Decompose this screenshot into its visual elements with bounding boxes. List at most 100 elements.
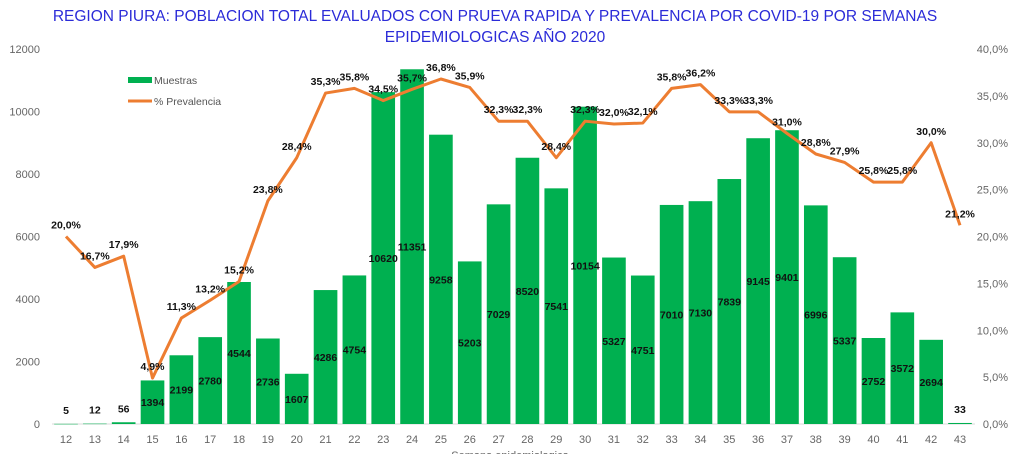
bar xyxy=(284,373,309,424)
bar xyxy=(256,338,280,424)
x-tick-label: 37 xyxy=(781,434,793,446)
legend-label-muestras: Muestras xyxy=(154,75,197,87)
y-right-tick-label: 15,0% xyxy=(977,278,1008,290)
x-tick-label: 17 xyxy=(204,434,216,446)
bar-data-label: 7130 xyxy=(689,308,713,320)
legend-label-prevalencia: % Prevalencia xyxy=(154,96,221,108)
chart-title: REGION PIURA: POBLACION TOTAL EVALUADOS … xyxy=(52,8,938,46)
x-tick-label: 43 xyxy=(954,434,966,446)
bar-data-label: 12 xyxy=(89,405,101,417)
y-left-tick-label: 10000 xyxy=(9,107,40,119)
x-tick-label: 38 xyxy=(810,434,822,446)
bar xyxy=(717,179,742,424)
bar-data-label: 5 xyxy=(63,405,69,417)
line-data-label: 35,7% xyxy=(397,72,427,84)
x-tick-label: 15 xyxy=(146,434,158,446)
x-tick-label: 19 xyxy=(262,434,274,446)
line-data-label: 25,8% xyxy=(887,165,917,177)
bar-data-label: 7010 xyxy=(660,309,684,321)
bar xyxy=(544,188,569,424)
bar xyxy=(342,275,367,424)
line-data-label: 25,8% xyxy=(859,165,889,177)
bar xyxy=(169,355,194,424)
x-tick-label: 33 xyxy=(665,434,677,446)
line-data-label: 32,3% xyxy=(484,104,514,116)
x-tick-label: 22 xyxy=(348,434,360,446)
bar xyxy=(227,282,251,424)
y-right-tick-label: 35,0% xyxy=(977,91,1008,103)
line-data-label: 27,9% xyxy=(830,145,860,157)
bar-data-label: 1607 xyxy=(285,394,309,406)
bar-data-label: 2736 xyxy=(256,376,280,388)
y-right-tick-label: 10,0% xyxy=(977,325,1008,337)
line-data-label: 28,4% xyxy=(541,141,571,153)
x-tick-label: 24 xyxy=(406,434,418,446)
bar xyxy=(371,92,396,424)
bar xyxy=(861,338,886,424)
bar-data-label: 8520 xyxy=(516,286,540,298)
x-tick-label: 28 xyxy=(521,434,533,446)
x-tick-label: 31 xyxy=(608,434,620,446)
y-left-tick-label: 6000 xyxy=(16,232,40,244)
line-data-label: 15,2% xyxy=(224,265,254,277)
bar-data-label: 9258 xyxy=(429,274,453,286)
bar-data-label: 4544 xyxy=(227,348,251,360)
y-left-tick-label: 12000 xyxy=(9,44,40,56)
bar xyxy=(659,204,684,424)
line-data-label: 35,8% xyxy=(339,71,369,83)
x-tick-label: 14 xyxy=(118,434,130,446)
x-tick-label: 29 xyxy=(550,434,562,446)
line-data-label: 4,9% xyxy=(141,361,166,373)
line-data-label: 33,3% xyxy=(743,95,773,107)
line-data-label: 23,8% xyxy=(253,184,283,196)
bar-data-label: 4286 xyxy=(314,352,338,364)
x-tick-label: 39 xyxy=(839,434,851,446)
prevalence-line xyxy=(64,77,962,380)
bar-data-label: 4751 xyxy=(631,345,655,357)
line-data-label: 35,8% xyxy=(657,71,687,83)
x-tick-label: 21 xyxy=(319,434,331,446)
x-tick-label: 36 xyxy=(752,434,764,446)
bar xyxy=(111,422,136,424)
bar xyxy=(140,380,165,424)
line-data-label: 33,3% xyxy=(714,95,744,107)
y-left-tick-label: 4000 xyxy=(16,294,40,306)
line-data-label: 13,2% xyxy=(195,283,225,295)
legend-swatch-muestras xyxy=(128,77,152,83)
bar-data-label: 7029 xyxy=(487,309,511,321)
line-data-label: 34,5% xyxy=(368,84,398,96)
bar xyxy=(313,290,338,424)
line-data-label: 17,9% xyxy=(109,239,139,251)
bar-data-label: 2780 xyxy=(199,376,223,388)
y-right-tick-label: 25,0% xyxy=(977,185,1008,197)
line-data-label: 16,7% xyxy=(80,250,110,262)
bar-data-label: 1394 xyxy=(141,397,165,409)
bar xyxy=(803,205,828,424)
x-tick-label: 32 xyxy=(637,434,649,446)
bar-data-label: 9145 xyxy=(746,276,770,288)
line-data-label: 30,0% xyxy=(916,126,946,138)
bar-data-label: 9401 xyxy=(775,272,799,284)
bar xyxy=(400,69,424,424)
line-data-label: 32,1% xyxy=(628,106,658,118)
y-right-tick-label: 5,0% xyxy=(983,372,1008,384)
line-data-label: 21,2% xyxy=(945,208,975,220)
bar xyxy=(515,157,540,424)
bar-data-label: 2752 xyxy=(862,376,886,388)
bar-data-label: 7541 xyxy=(545,301,569,313)
x-tick-label: 30 xyxy=(579,434,591,446)
line-data-label: 35,3% xyxy=(311,76,341,88)
x-tick-label: 16 xyxy=(175,434,187,446)
bar xyxy=(457,261,482,424)
x-axis-title: Semana epidemiologica xyxy=(451,450,569,454)
x-tick-label: 18 xyxy=(233,434,245,446)
bar xyxy=(746,138,770,424)
bar-data-label: 5203 xyxy=(458,338,482,350)
x-tick-label: 25 xyxy=(435,434,447,446)
bar-data-label: 11351 xyxy=(398,242,427,254)
line-data-label: 32,0% xyxy=(599,107,629,119)
bar-data-label: 10154 xyxy=(570,260,599,272)
x-tick-label: 20 xyxy=(291,434,303,446)
bar xyxy=(83,423,107,425)
